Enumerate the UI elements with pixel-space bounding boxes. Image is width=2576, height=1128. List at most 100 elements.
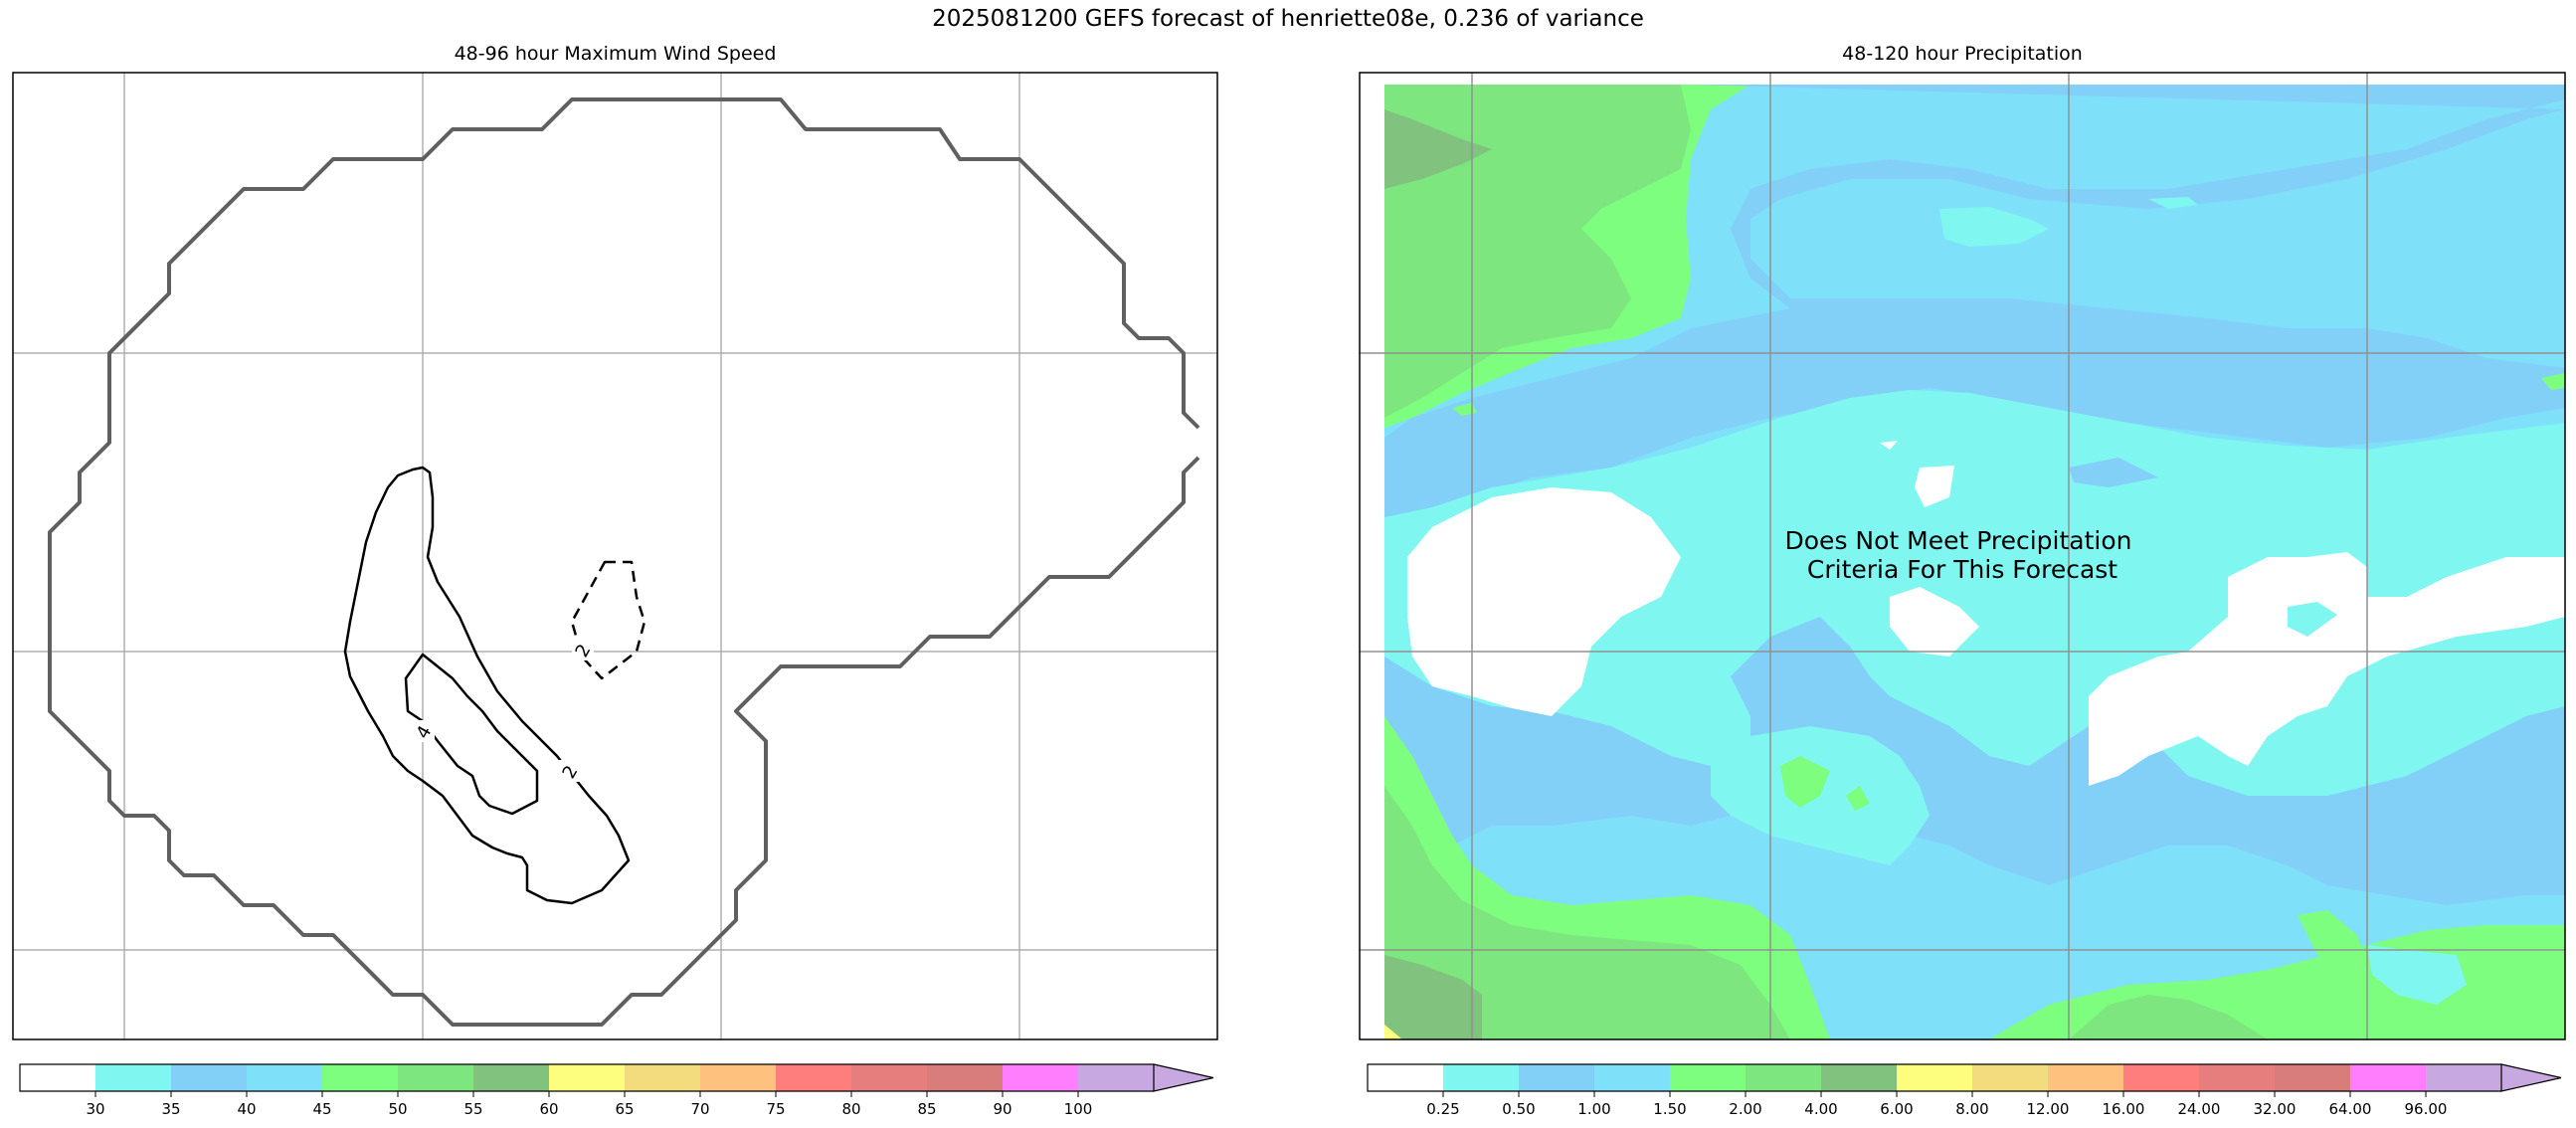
precip-panel: Does Not Meet Precipitation Criteria For… (1359, 72, 2566, 1040)
precip-colorbar-tick-label: 16.00 (2103, 1100, 2145, 1118)
wind-colorbar-tick-label: 60 (539, 1100, 558, 1118)
wind-colorbar-swatch (95, 1064, 172, 1091)
precip-fill-green-patch-mid-b (1846, 786, 1870, 811)
precip-colorbar-tick-label: 1.00 (1577, 1100, 1610, 1118)
precip-colorbar-extend-arrow (2500, 1063, 2562, 1092)
precip-fill-yellow-corner (1384, 1025, 1402, 1039)
precip-colorbar-tick-label: 4.00 (1804, 1100, 1837, 1118)
wind-colorbar-swatch (1078, 1064, 1155, 1091)
precip-colorbar-tick-label: 1.50 (1653, 1100, 1686, 1118)
precip-colorbar-tick-label: 0.25 (1426, 1100, 1459, 1118)
precip-fill-cyan-upper (1939, 207, 2049, 247)
wind-colorbar-tick-label: 65 (615, 1100, 634, 1118)
wind-plot-frame (12, 72, 1218, 1040)
wind-colorbar-tick-label: 90 (993, 1100, 1012, 1118)
precip-fill-white-small-b (1880, 441, 1898, 450)
precip-colorbar-tick-label: 64.00 (2329, 1100, 2372, 1118)
wind-colorbar-extend-arrow (1153, 1063, 1214, 1092)
precip-colorbar-swatch (2426, 1064, 2502, 1091)
precip-fill-cyan-hole (2288, 602, 2337, 637)
wind-colorbar-swatch (20, 1064, 96, 1091)
precip-fill-white-left (1407, 487, 1681, 716)
precip-colorbar-swatch (1368, 1064, 1444, 1091)
contour-label-bg-b (559, 760, 581, 782)
precip-fill-white-center (1890, 587, 1979, 657)
precip-filled-contours (1384, 85, 2565, 1039)
wind-colorbar: 30 35 40 45 50 55 60 65 70 75 80 85 90 100 (19, 1063, 1214, 1118)
precip-colorbar-tick-label: 24.00 (2178, 1100, 2221, 1118)
precip-colorbar-swatch (1897, 1064, 1973, 1091)
precip-colorbar-swatch (2048, 1064, 2124, 1091)
precip-fill-green-patch-left-mid (1452, 403, 1477, 416)
precip-gridlines (1360, 73, 2565, 1039)
wind-colorbar-swatch (625, 1064, 701, 1091)
wind-colorbar-tick-label: 75 (766, 1100, 785, 1118)
precip-colorbar-swatch (1821, 1064, 1898, 1091)
wind-contour-2-solid (343, 466, 631, 905)
precip-plot-frame (1359, 72, 2566, 1040)
precip-panel-title: 48-120 hour Precipitation (1842, 43, 2083, 65)
precip-colorbar-swatch (2123, 1064, 2200, 1091)
precip-colorbar-swatch (2275, 1064, 2351, 1091)
precip-colorbar-swatch (1972, 1064, 2049, 1091)
wind-colorbar-swatch (1003, 1064, 1079, 1091)
precip-colorbar-tick-label: 8.00 (1955, 1100, 1988, 1118)
wind-domain-outline (48, 97, 1200, 1027)
wind-colorbar-swatch (776, 1064, 852, 1091)
precip-colorbar-tick-label: 6.00 (1880, 1100, 1913, 1118)
wind-colorbar-tick-label: 55 (463, 1100, 482, 1118)
precip-colorbar-outline (1367, 1063, 2501, 1092)
wind-colorbar-tick-label: 35 (161, 1100, 180, 1118)
precip-colorbar-tick-label: 32.00 (2254, 1100, 2297, 1118)
wind-panel: 2 2 4 (12, 72, 1218, 1040)
precip-colorbar-swatch (1746, 1064, 1822, 1091)
wind-contour-2-dashed (570, 560, 646, 680)
wind-colorbar-swatch (398, 1064, 474, 1091)
wind-colorbar-swatch (549, 1064, 626, 1091)
wind-colorbar-swatch (473, 1064, 550, 1091)
precip-colorbar-tick-label: 2.00 (1729, 1100, 1761, 1118)
precip-colorbar-swatch (1594, 1064, 1671, 1091)
wind-colorbar-swatch (171, 1064, 248, 1091)
precip-colorbar-swatch (2199, 1064, 2276, 1091)
precip-fill-darkgreen-bottom (1384, 955, 1482, 1039)
wind-colorbar-swatch (851, 1064, 928, 1091)
wind-colorbar-tick-label: 70 (690, 1100, 709, 1118)
wind-colorbar-swatch (927, 1064, 1004, 1091)
wind-colorbar-tick-label: 100 (1064, 1100, 1093, 1118)
contour-label-bg-a (572, 639, 594, 660)
wind-plot-area (13, 73, 1217, 1039)
precip-fill-green-patch-mid-a (1780, 756, 1830, 808)
precip-fill-cyan-upper-small (2148, 197, 2198, 209)
precip-fill-green-patch-right (2298, 910, 2367, 975)
precip-fill-green-bottom-dark (1384, 786, 1790, 1039)
wind-colorbar-swatch (322, 1064, 399, 1091)
precip-fill-white-right (2089, 552, 2565, 786)
contour-label-bg-c (413, 720, 435, 742)
wind-colorbar-tick-label: 45 (312, 1100, 331, 1118)
wind-colorbar-tick-label: 30 (86, 1100, 104, 1118)
wind-colorbar-outline (19, 1063, 1154, 1092)
wind-panel-title: 48-96 hour Maximum Wind Speed (454, 43, 777, 65)
precip-colorbar-tick-label: 96.00 (2405, 1100, 2448, 1118)
precip-colorbar-swatch (1670, 1064, 1747, 1091)
precip-fill-blue-band (1384, 85, 2565, 542)
wind-colorbar-swatch (247, 1064, 323, 1091)
figure-title: 2025081200 GEFS forecast of henriette08e… (932, 6, 1644, 32)
precip-colorbar-swatch (1443, 1064, 1520, 1091)
precip-fill-green-patch-right-top (2541, 373, 2565, 390)
wind-colorbar-tick-label: 40 (237, 1100, 256, 1118)
precip-criteria-annotation: Does Not Meet Precipitation Criteria For… (1785, 526, 2140, 584)
precip-fill-white-small-a (1915, 466, 1954, 507)
wind-colorbar-tick-label: 85 (917, 1100, 936, 1118)
wind-colorbar-swatch (700, 1064, 777, 1091)
precip-colorbar-tick-label: 12.00 (2027, 1100, 2070, 1118)
precip-fill-blue-lower (1384, 617, 2565, 905)
precip-annotation-line2: Criteria For This Forecast (1807, 555, 2117, 584)
precip-colorbar: 0.25 0.50 1.00 1.50 2.00 4.00 6.00 8.00 12.00 16.… (1367, 1063, 2562, 1118)
precip-colorbar-tick-label: 0.50 (1502, 1100, 1535, 1118)
precip-colorbar-swatch (2350, 1064, 2427, 1091)
wind-colorbar-tick-label: 50 (388, 1100, 407, 1118)
wind-gridlines (13, 73, 1217, 1039)
precip-fill-blue-patch-mid (2069, 458, 2158, 487)
